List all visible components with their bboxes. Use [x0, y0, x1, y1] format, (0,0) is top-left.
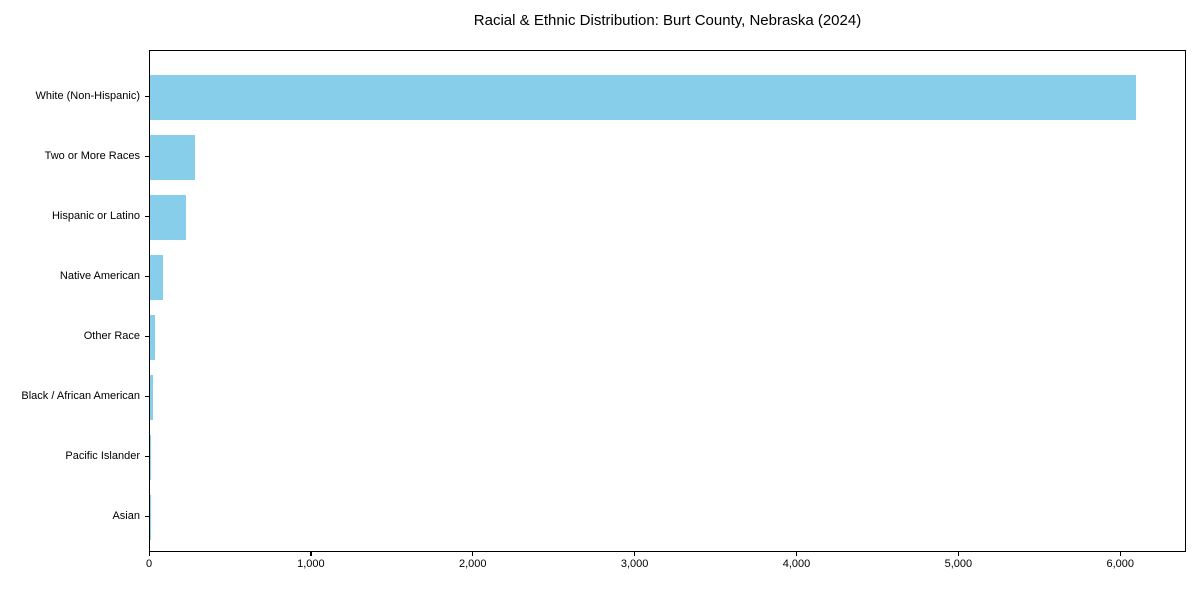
y-axis-label: Asian [112, 510, 140, 522]
bar [150, 314, 156, 360]
y-axis-label: Hispanic or Latino [51, 210, 140, 222]
plot-area [149, 50, 1186, 552]
y-axis-label: Other Race [83, 330, 140, 342]
y-tick-mark [145, 455, 149, 457]
y-tick-mark [145, 515, 149, 517]
bar [150, 374, 153, 420]
y-tick-mark [145, 335, 149, 337]
x-tick-mark [1119, 552, 1121, 556]
bar [150, 434, 151, 480]
x-tick-label: 0 [145, 558, 153, 570]
y-tick-mark [145, 275, 149, 277]
x-tick-mark [148, 552, 150, 556]
x-tick-label: 6,000 [1106, 558, 1134, 570]
x-tick-mark [957, 552, 960, 556]
chart-title: Racial & Ethnic Distribution: Burt Count… [473, 12, 862, 29]
x-tick-mark [795, 552, 798, 556]
x-tick-mark [472, 552, 474, 556]
x-tick-label: 2,000 [458, 558, 487, 570]
x-tick-label: 1,000 [297, 558, 325, 570]
y-tick-mark [145, 215, 149, 217]
x-tick-label: 4,000 [782, 558, 811, 570]
y-axis-label: White (Non-Hispanic) [35, 90, 140, 102]
y-axis-label: Native American [59, 270, 140, 282]
x-tick-mark [310, 552, 312, 556]
bar [150, 134, 195, 180]
x-tick-mark [634, 552, 636, 556]
bar [150, 194, 187, 240]
bar [150, 254, 163, 300]
bar [150, 74, 1136, 120]
y-axis-label: Two or More Races [44, 150, 140, 162]
x-tick-label: 3,000 [620, 558, 649, 570]
x-tick-label: 5,000 [944, 558, 973, 570]
y-axis-label: Pacific Islander [65, 450, 140, 462]
y-axis-label: Black / African American [21, 390, 140, 402]
y-tick-mark [145, 155, 149, 157]
y-tick-mark [145, 95, 149, 97]
y-tick-mark [145, 395, 149, 397]
